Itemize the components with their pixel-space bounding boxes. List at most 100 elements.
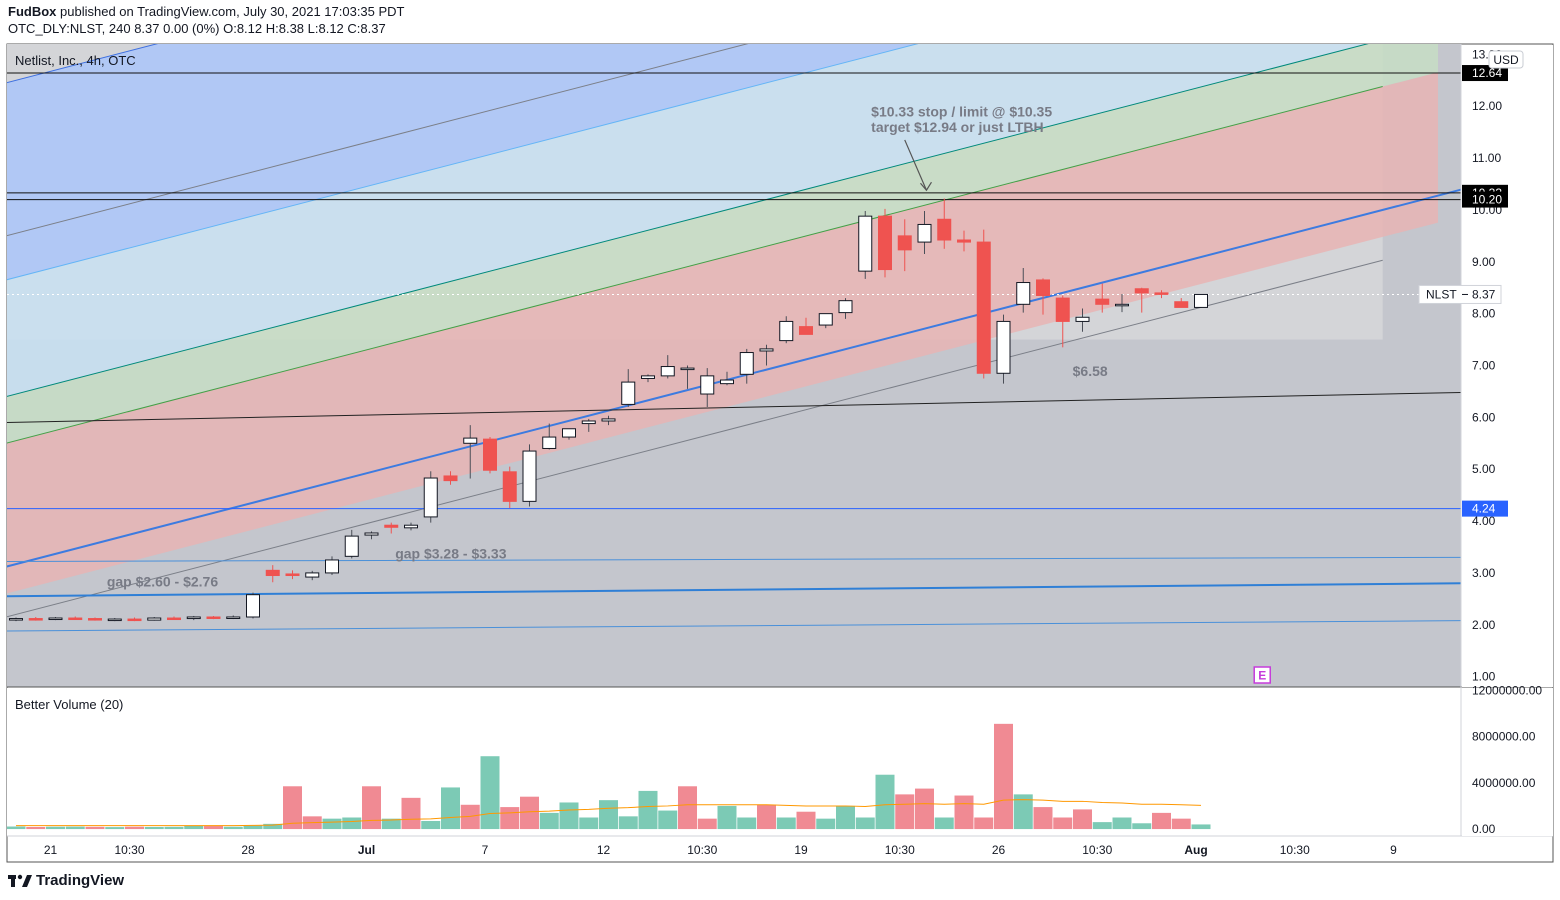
volume-bar[interactable] bbox=[1013, 794, 1033, 830]
volume-bar[interactable] bbox=[934, 817, 954, 830]
volume-bar[interactable] bbox=[737, 817, 757, 830]
candle-up[interactable] bbox=[996, 320, 1011, 374]
candle-up[interactable] bbox=[621, 381, 636, 405]
candle-down[interactable] bbox=[167, 617, 181, 621]
volume-bar[interactable] bbox=[223, 826, 243, 830]
candle-up[interactable] bbox=[818, 313, 833, 326]
candle-up[interactable] bbox=[1075, 316, 1090, 322]
axes[interactable]: 1.002.003.004.005.006.007.008.009.0010.0… bbox=[44, 45, 1553, 857]
currency-badge[interactable] bbox=[1488, 50, 1524, 69]
volume-bar[interactable] bbox=[974, 817, 994, 830]
last-price-tag[interactable] bbox=[1418, 284, 1502, 304]
candle-down[interactable] bbox=[897, 235, 912, 251]
candle-down[interactable] bbox=[285, 573, 300, 577]
volume-bar[interactable] bbox=[1191, 824, 1211, 830]
candle-up[interactable] bbox=[680, 367, 695, 371]
candle-down[interactable] bbox=[799, 326, 813, 335]
candle-down[interactable] bbox=[1036, 279, 1050, 296]
volume-bar[interactable] bbox=[243, 825, 263, 830]
volume-bar[interactable] bbox=[1092, 822, 1112, 830]
volume-bar[interactable] bbox=[441, 787, 460, 830]
candle-down[interactable] bbox=[1174, 301, 1189, 308]
candle-down[interactable] bbox=[502, 471, 517, 502]
volume-bar[interactable] bbox=[618, 816, 638, 830]
candle-down[interactable] bbox=[443, 475, 458, 482]
candle-down[interactable] bbox=[1095, 298, 1110, 305]
volume-bar[interactable] bbox=[1073, 809, 1092, 830]
volume-bar[interactable] bbox=[599, 800, 618, 830]
candle-up[interactable] bbox=[107, 618, 122, 622]
candle-up[interactable] bbox=[542, 436, 557, 449]
volume-bar[interactable] bbox=[204, 826, 223, 830]
volume-bar[interactable] bbox=[1112, 817, 1132, 830]
candle-down[interactable] bbox=[28, 618, 43, 621]
volume-bar[interactable] bbox=[184, 825, 204, 830]
volume-bar[interactable] bbox=[1152, 812, 1171, 830]
candle-down[interactable] bbox=[1154, 292, 1169, 295]
volume-bar[interactable] bbox=[638, 790, 658, 830]
volume-bar[interactable] bbox=[105, 827, 125, 830]
volume-bar[interactable] bbox=[1053, 817, 1073, 830]
volume-bar[interactable] bbox=[520, 796, 539, 830]
candle-down[interactable] bbox=[483, 438, 497, 471]
candle-up[interactable] bbox=[186, 616, 201, 620]
candle-down[interactable] bbox=[68, 617, 83, 621]
volume-bar[interactable] bbox=[954, 795, 974, 830]
volume-bar[interactable] bbox=[362, 786, 381, 830]
candle-up[interactable] bbox=[463, 437, 478, 444]
volume-bar[interactable] bbox=[658, 810, 678, 830]
volume-bar[interactable] bbox=[1171, 818, 1191, 830]
volume-bar[interactable] bbox=[401, 797, 421, 830]
candle-up[interactable] bbox=[246, 594, 260, 618]
volume-bar[interactable] bbox=[994, 723, 1013, 830]
volume-bar[interactable] bbox=[836, 805, 855, 830]
candle-up[interactable] bbox=[522, 450, 537, 502]
volume-bar[interactable] bbox=[816, 818, 836, 830]
candle-down[interactable] bbox=[206, 616, 221, 619]
candle-down[interactable] bbox=[1055, 297, 1070, 322]
candle-up[interactable] bbox=[147, 617, 162, 621]
volume-bar[interactable] bbox=[678, 786, 697, 830]
candle-up[interactable] bbox=[838, 300, 853, 314]
candle-up[interactable] bbox=[601, 418, 616, 422]
volume-bar[interactable] bbox=[796, 811, 816, 830]
volume-bar[interactable] bbox=[500, 807, 520, 830]
candle-down[interactable] bbox=[878, 215, 892, 271]
volume-bar[interactable] bbox=[579, 817, 599, 830]
volume-bar[interactable] bbox=[480, 756, 500, 830]
candle-down[interactable] bbox=[957, 239, 971, 243]
candle-up[interactable] bbox=[404, 524, 418, 529]
volume-bar[interactable] bbox=[283, 786, 302, 830]
volume-bar[interactable] bbox=[7, 826, 26, 830]
volume-bar[interactable] bbox=[757, 804, 776, 830]
candle-down[interactable] bbox=[384, 524, 399, 528]
volume-bar[interactable] bbox=[1033, 807, 1053, 830]
candle-down[interactable] bbox=[265, 569, 280, 577]
candle-up[interactable] bbox=[858, 215, 873, 272]
volume-bar[interactable] bbox=[263, 823, 283, 830]
volume-bar[interactable] bbox=[539, 812, 559, 830]
tradingview-logo[interactable]: TradingView bbox=[8, 872, 124, 889]
candle-up[interactable] bbox=[1115, 303, 1129, 307]
candle-up[interactable] bbox=[423, 477, 438, 518]
candle-up[interactable] bbox=[917, 223, 932, 243]
volume-bar[interactable] bbox=[559, 802, 579, 830]
candle-up[interactable] bbox=[226, 616, 241, 619]
volume-bar[interactable] bbox=[342, 817, 362, 830]
candle-down[interactable] bbox=[1134, 288, 1149, 294]
volume-bar[interactable] bbox=[65, 826, 85, 830]
candle-up[interactable] bbox=[48, 617, 63, 621]
candle-up[interactable] bbox=[720, 379, 734, 385]
candle-up[interactable] bbox=[779, 320, 794, 342]
candle-down[interactable] bbox=[127, 618, 142, 622]
candle-up[interactable] bbox=[581, 420, 596, 425]
candle-down[interactable] bbox=[88, 618, 102, 621]
candle-up[interactable] bbox=[759, 348, 774, 352]
earnings-marker[interactable] bbox=[1253, 666, 1271, 684]
candle-up[interactable] bbox=[739, 352, 754, 375]
candle-up[interactable] bbox=[325, 559, 339, 574]
volume-bar[interactable] bbox=[717, 805, 737, 830]
volume-bar[interactable] bbox=[85, 826, 105, 830]
candle-up[interactable] bbox=[562, 428, 576, 438]
candle-up[interactable] bbox=[364, 532, 379, 536]
